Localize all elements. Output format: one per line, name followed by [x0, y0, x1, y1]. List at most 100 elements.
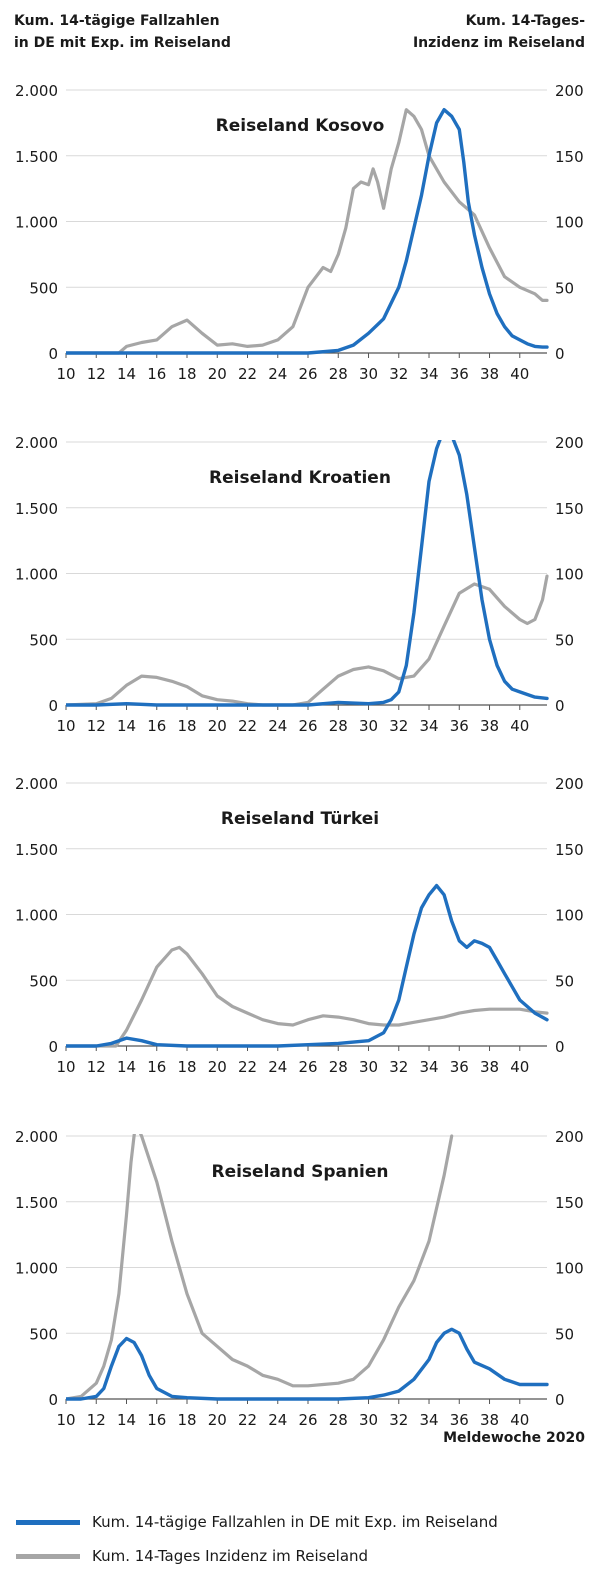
y-tick-label: 2.000: [15, 82, 58, 100]
y2-tick-label: 0: [555, 1038, 565, 1056]
x-tick-label: 14: [117, 1411, 136, 1429]
x-tick-label: 36: [450, 1058, 469, 1076]
legend-label-cases: Kum. 14-tägige Fallzahlen in DE mit Exp.…: [92, 1513, 498, 1531]
x-tick-label: 18: [177, 717, 196, 735]
x-tick-label: 26: [298, 1411, 317, 1429]
x-tick-label: 10: [56, 717, 75, 735]
series-line-incidence: [66, 945, 549, 1048]
y-tick-label: 2.000: [15, 775, 58, 793]
x-tick-label: 14: [117, 717, 136, 735]
series-line-cases: [66, 107, 549, 355]
x-tick-label: 20: [208, 717, 227, 735]
x-tick-label: 26: [298, 365, 317, 383]
chart-title: Reiseland Kosovo: [216, 116, 385, 136]
left-axis-header-line1: Kum. 14-tägige Fallzahlen: [14, 13, 220, 29]
x-tick-label: 22: [238, 1058, 257, 1076]
y-tick-label: 1.000: [15, 566, 58, 584]
x-tick-label: 16: [147, 1058, 166, 1076]
y2-tick-label: 0: [555, 697, 565, 715]
y-tick-label: 2.000: [15, 434, 58, 452]
x-tick-label: 20: [208, 365, 227, 383]
y2-tick-label: 150: [555, 500, 584, 518]
y-tick-label: 500: [29, 279, 58, 297]
x-tick-label: 24: [268, 717, 287, 735]
x-tick-label: 18: [177, 1411, 196, 1429]
y2-tick-label: 100: [555, 1260, 584, 1278]
x-tick-label: 28: [329, 1411, 348, 1429]
x-tick-label: 16: [147, 1411, 166, 1429]
y2-tick-label: 200: [555, 775, 584, 793]
chart-title: Reiseland Türkei: [221, 809, 379, 829]
y-tick-label: 0: [48, 345, 58, 363]
series-line-cases: [66, 440, 549, 707]
x-tick-label: 38: [480, 1411, 499, 1429]
x-tick-label: 40: [510, 365, 529, 383]
legend-swatch-incidence: [16, 1553, 80, 1559]
x-tick-label: 14: [117, 1058, 136, 1076]
y-tick-label: 500: [29, 972, 58, 990]
y2-tick-label: 50: [555, 279, 574, 297]
chart-panel-0: 0 500 1.000 1.500 2.000 0 50 100 150 200 10 12 14 16 1…: [15, 82, 584, 383]
x-tick-label: 28: [329, 365, 348, 383]
y2-tick-label: 150: [555, 148, 584, 166]
x-tick-label: 20: [208, 1411, 227, 1429]
x-tick-label: 18: [177, 365, 196, 383]
right-axis-header-line1: Kum. 14-Tages-: [465, 13, 585, 29]
y-tick-label: 500: [29, 631, 58, 649]
legend-item-incidence: Kum. 14-Tages Inzidenz im Reiseland: [16, 1547, 368, 1565]
x-tick-label: 16: [147, 365, 166, 383]
x-tick-label: 10: [56, 1058, 75, 1076]
chart-panel-1: 0 500 1.000 1.500 2.000 0 50 100 150 200 10 12 14 16 1…: [15, 434, 584, 735]
y-tick-label: 1.000: [15, 907, 58, 925]
x-tick-label: 20: [208, 1058, 227, 1076]
y2-tick-label: 50: [555, 1325, 574, 1343]
x-tick-label: 30: [359, 1058, 378, 1076]
x-tick-label: 32: [389, 717, 408, 735]
x-tick-label: 38: [480, 1058, 499, 1076]
x-tick-label: 36: [450, 1411, 469, 1429]
x-tick-label: 34: [419, 365, 438, 383]
y2-tick-label: 0: [555, 1391, 565, 1409]
x-tick-label: 30: [359, 717, 378, 735]
x-tick-label: 24: [268, 365, 287, 383]
right-axis-header: Kum. 14-Tages- Inzidenz im Reiseland: [413, 10, 585, 54]
x-tick-label: 32: [389, 1058, 408, 1076]
series-line-cases: [66, 883, 549, 1048]
x-tick-label: 34: [419, 717, 438, 735]
y2-tick-label: 200: [555, 82, 584, 100]
legend-swatch-cases: [16, 1519, 80, 1525]
y2-tick-label: 150: [555, 1194, 584, 1212]
x-tick-label: 40: [510, 1411, 529, 1429]
x-tick-label: 28: [329, 1058, 348, 1076]
x-tick-label: 24: [268, 1058, 287, 1076]
x-axis-caption: Meldewoche 2020: [443, 1430, 585, 1446]
x-tick-label: 22: [238, 1411, 257, 1429]
x-tick-label: 28: [329, 717, 348, 735]
y-tick-label: 1.500: [15, 841, 58, 859]
right-axis-header-line2: Inzidenz im Reiseland: [412, 35, 585, 51]
series-line-incidence: [66, 108, 549, 355]
y2-tick-label: 150: [555, 841, 584, 859]
x-tick-label: 32: [389, 1411, 408, 1429]
y2-tick-label: 100: [555, 907, 584, 925]
x-tick-label: 26: [298, 717, 317, 735]
x-tick-label: 32: [389, 365, 408, 383]
x-tick-label: 10: [56, 1411, 75, 1429]
chart-panel-2: 0 500 1.000 1.500 2.000 0 50 100 150 200 10 12 14 16 1…: [15, 775, 584, 1076]
x-tick-label: 12: [87, 1058, 106, 1076]
chart-title: Reiseland Kroatien: [209, 468, 391, 488]
x-tick-label: 26: [298, 1058, 317, 1076]
x-tick-label: 14: [117, 365, 136, 383]
series-line-incidence: [66, 574, 549, 707]
x-tick-label: 38: [480, 365, 499, 383]
y-tick-label: 0: [48, 1391, 58, 1409]
legend-label-incidence: Kum. 14-Tages Inzidenz im Reiseland: [92, 1547, 369, 1565]
chart-panel-3: 0 500 1.000 1.500 2.000 0 50 100 150 200 10 12 14 16 1…: [15, 1128, 584, 1429]
x-tick-label: 22: [238, 365, 257, 383]
x-tick-label: 34: [419, 1411, 438, 1429]
x-tick-label: 30: [359, 1411, 378, 1429]
x-tick-label: 40: [510, 717, 529, 735]
x-tick-label: 36: [450, 365, 469, 383]
series-line-cases: [66, 1327, 549, 1401]
y-tick-label: 500: [29, 1325, 58, 1343]
